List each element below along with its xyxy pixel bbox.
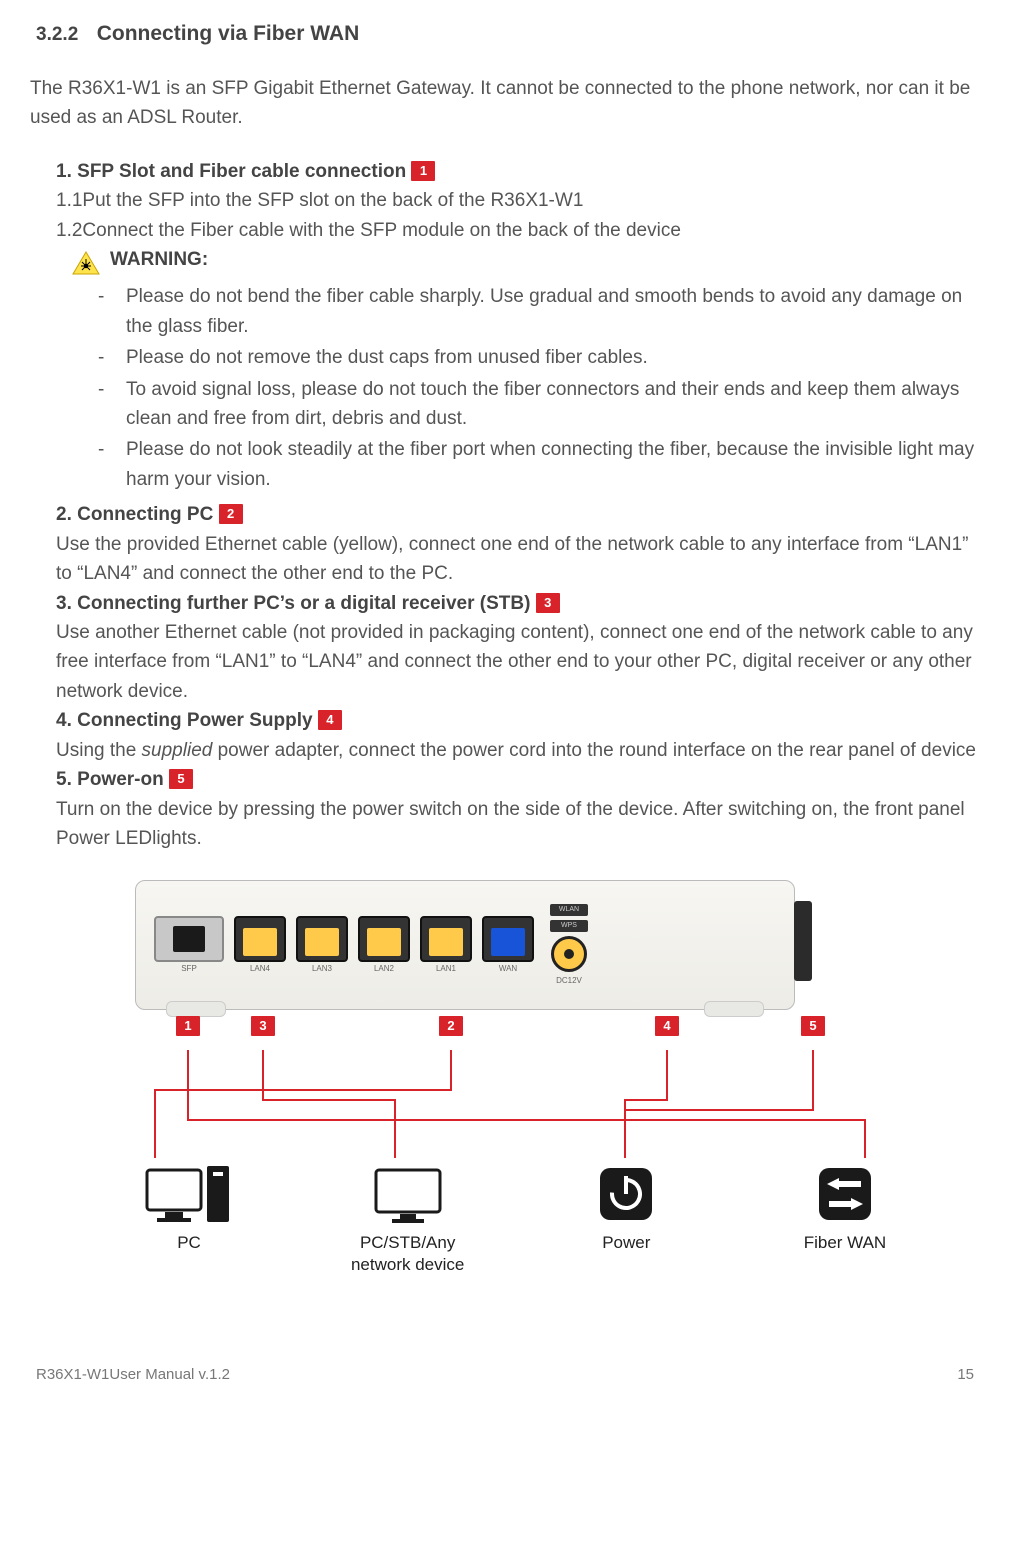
pc-icon	[145, 1164, 233, 1224]
connection-diagram: SFP LAN4 LAN3 LAN2 LAN1 WAN	[65, 880, 945, 1276]
step-4-heading: 4. Connecting Power Supply 4	[56, 706, 980, 735]
step-2-body: Use the provided Ethernet cable (yellow)…	[56, 530, 980, 589]
step-4-body: Using the supplied power adapter, connec…	[56, 736, 980, 765]
step-3-heading: 3. Connecting further PC’s or a digital …	[56, 589, 980, 618]
lan1-port	[420, 916, 472, 962]
footer-left: R36X1-W1User Manual v.1.2	[36, 1366, 230, 1383]
badge-2: 2	[219, 504, 243, 524]
step-1-heading: 1. SFP Slot and Fiber cable connection 1	[56, 157, 980, 186]
badge-1: 1	[411, 161, 435, 181]
warning-item: Please do not remove the dust caps from …	[98, 343, 980, 372]
section-heading: 3.2.2 Connecting via Fiber WAN	[30, 22, 980, 46]
step-5-body: Turn on the device by pressing the power…	[56, 795, 980, 854]
monitor-icon	[372, 1164, 444, 1224]
sfp-port	[154, 916, 224, 962]
step-5-heading: 5. Power-on 5	[56, 765, 980, 794]
wlan-button: WLAN	[550, 904, 588, 916]
section-title: Connecting via Fiber WAN	[97, 22, 360, 45]
callout-badge-4: 4	[655, 1016, 679, 1036]
device-power: Power	[536, 1160, 716, 1276]
power-icon	[596, 1164, 656, 1224]
device-pc: PC	[99, 1160, 279, 1276]
footer-page-number: 15	[957, 1366, 974, 1383]
callout-badge-1: 1	[176, 1016, 200, 1036]
badge-4: 4	[318, 710, 342, 730]
callout-badge-2: 2	[439, 1016, 463, 1036]
step-3-body: Use another Ethernet cable (not provided…	[56, 618, 980, 706]
wan-port	[482, 916, 534, 962]
warning-item: Please do not bend the fiber cable sharp…	[98, 282, 980, 341]
badge-5: 5	[169, 769, 193, 789]
power-jack	[551, 936, 587, 972]
device-fiber-wan: Fiber WAN	[755, 1160, 935, 1276]
step-1-sub2: 1.2Connect the Fiber cable with the SFP …	[56, 216, 980, 245]
callout-badge-3: 3	[251, 1016, 275, 1036]
step-2-heading: 2. Connecting PC 2	[56, 500, 980, 529]
device-row: PC PC/STB/Any network device	[65, 1160, 945, 1276]
warning-icon	[72, 251, 100, 280]
section-number: 3.2.2	[36, 24, 78, 46]
intro-paragraph: The R36X1-W1 is an SFP Gigabit Ethernet …	[30, 74, 980, 133]
warning-item: Please do not look steadily at the fiber…	[98, 435, 980, 494]
device-stb: PC/STB/Any network device	[318, 1160, 498, 1276]
step-1-sub1: 1.1Put the SFP into the SFP slot on the …	[56, 186, 980, 215]
page-footer: R36X1-W1User Manual v.1.2 15	[30, 1366, 980, 1383]
warning-item: To avoid signal loss, please do not touc…	[98, 375, 980, 434]
wiring-lines	[65, 1050, 945, 1160]
badge-3: 3	[536, 593, 560, 613]
lan2-port	[358, 916, 410, 962]
wps-button: WPS	[550, 920, 588, 932]
power-switch	[794, 901, 812, 981]
callout-badges: 1 3 2 4 5	[65, 1016, 945, 1050]
warning-label: WARNING:	[110, 249, 208, 280]
warning-list: Please do not bend the fiber cable sharp…	[56, 282, 980, 494]
fiber-wan-icon	[815, 1164, 875, 1224]
lan3-port	[296, 916, 348, 962]
lan4-port	[234, 916, 286, 962]
callout-badge-5: 5	[801, 1016, 825, 1036]
router-back-panel: SFP LAN4 LAN3 LAN2 LAN1 WAN	[135, 880, 795, 1010]
